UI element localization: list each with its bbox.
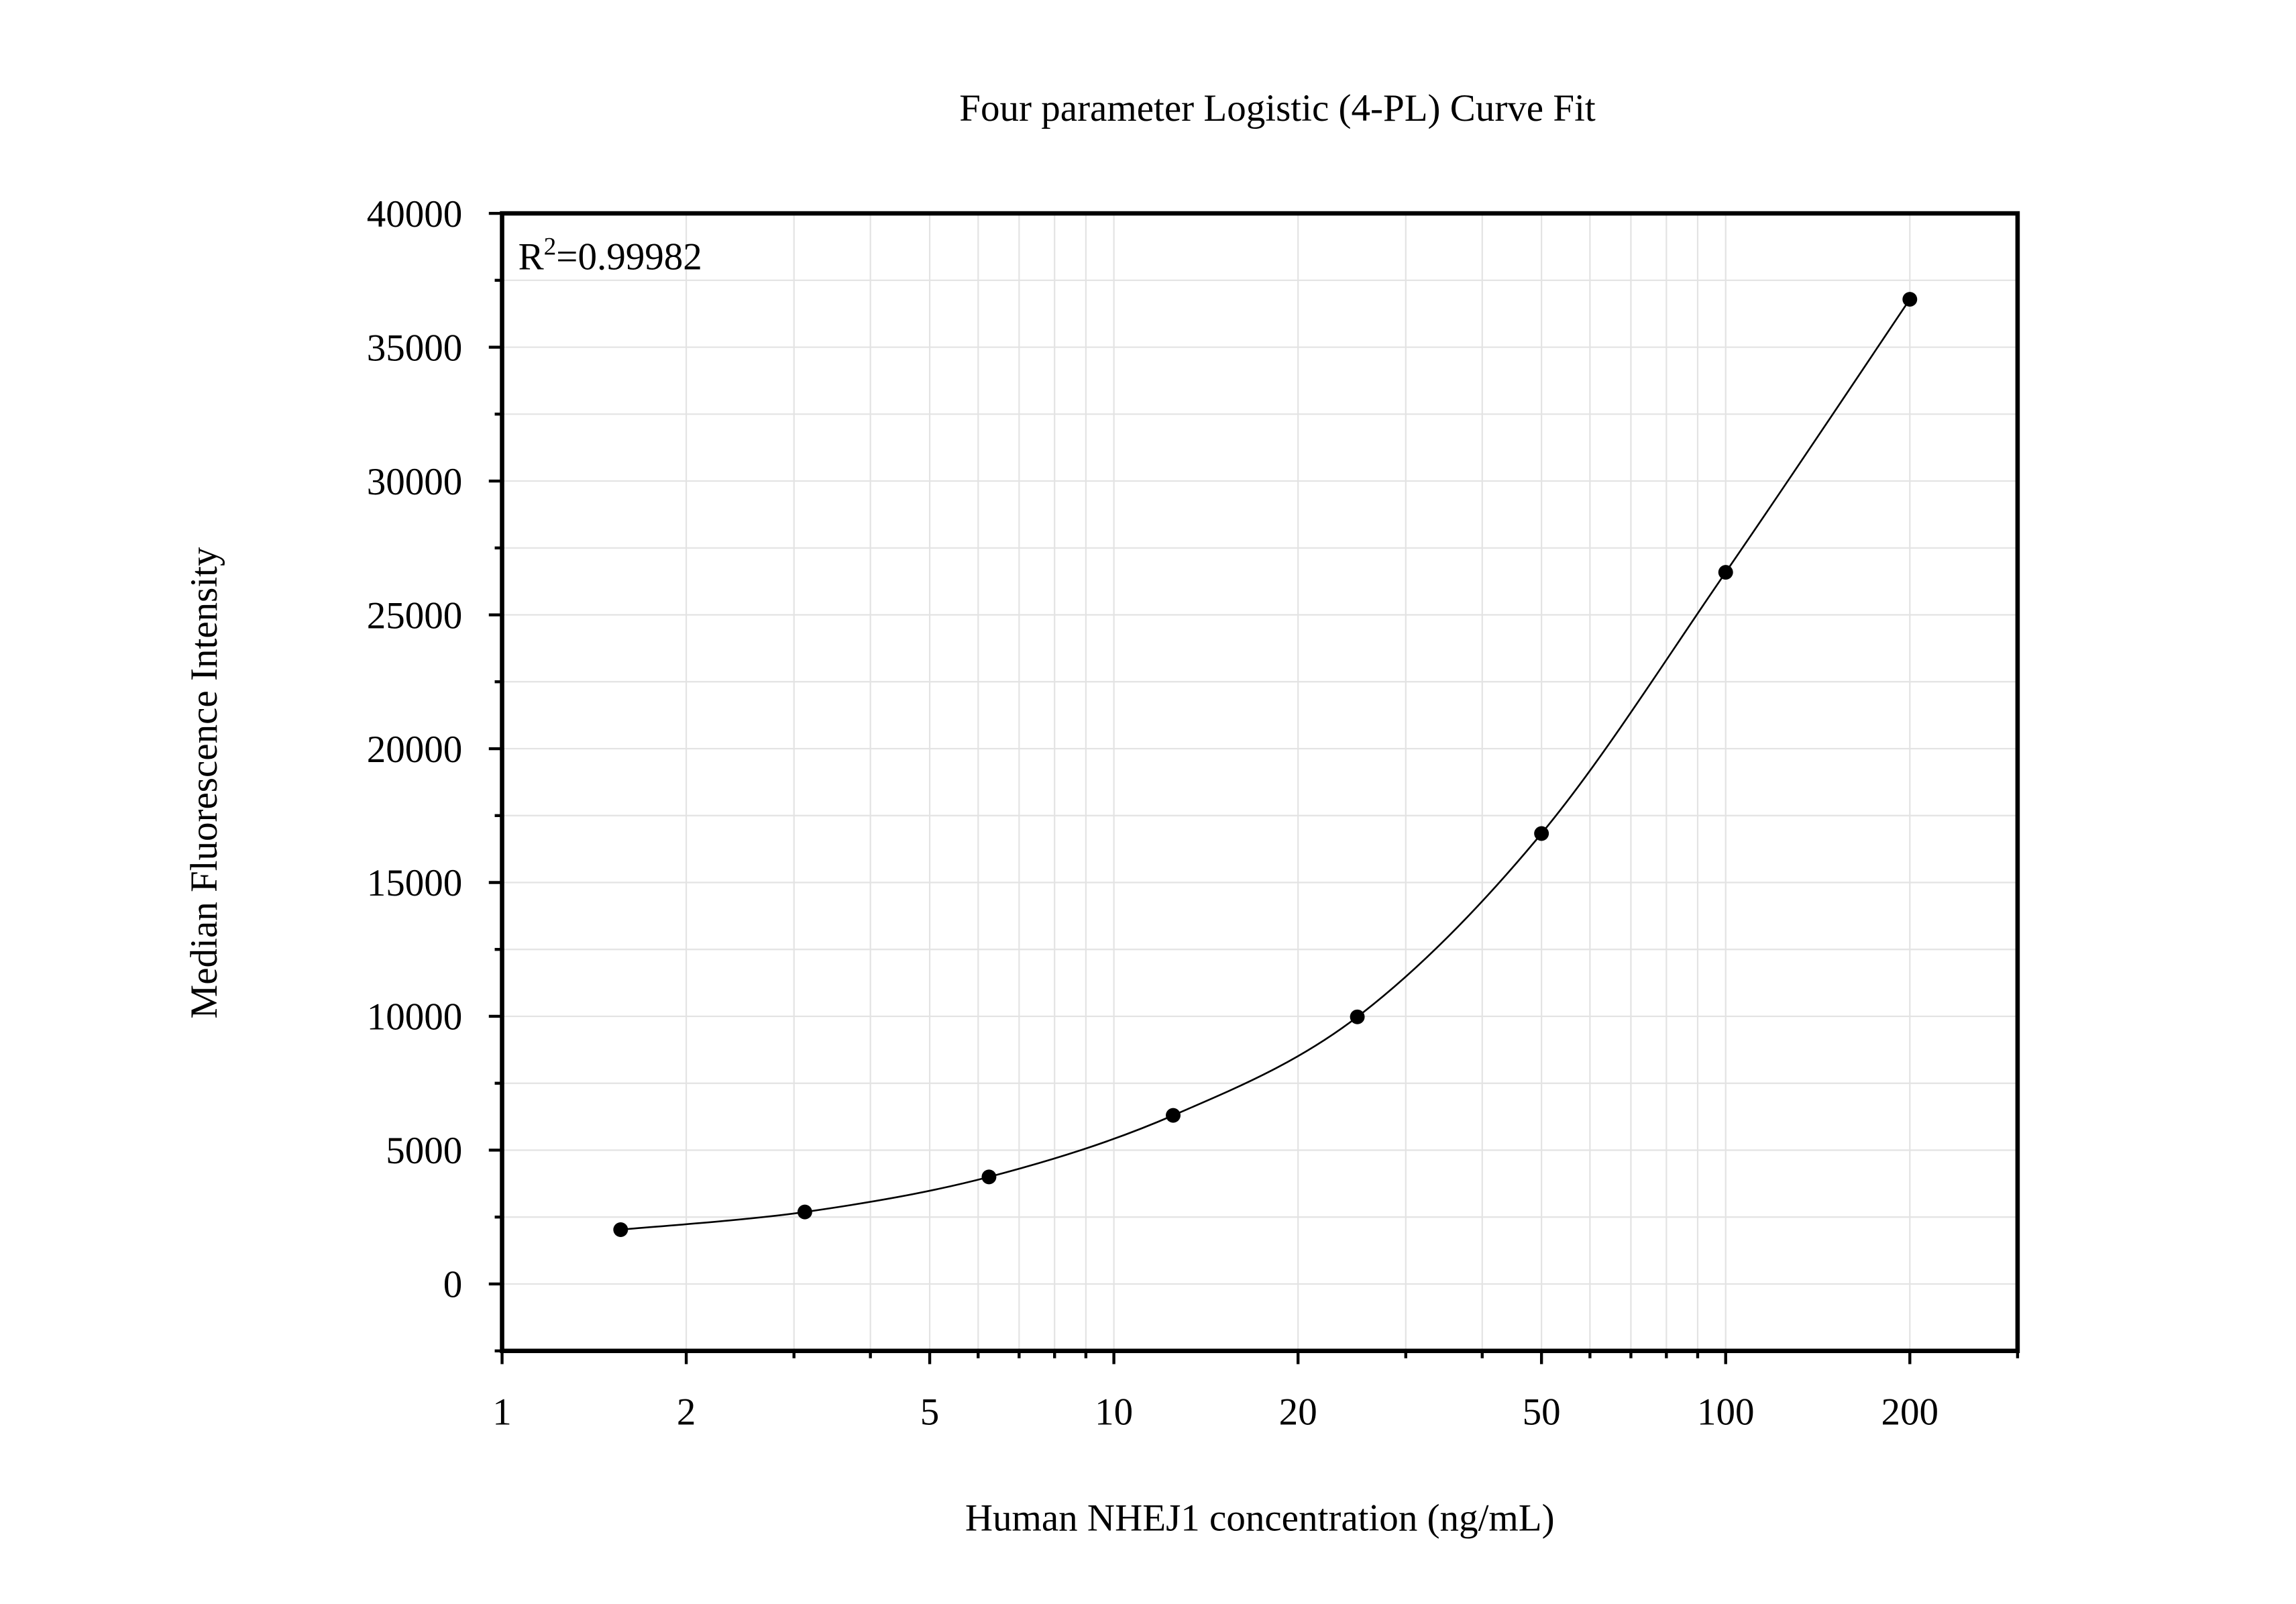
r-squared-annotation: R2=0.99982 bbox=[518, 233, 702, 278]
x-tick-label: 100 bbox=[1697, 1391, 1755, 1433]
x-tick-label: 50 bbox=[1523, 1391, 1561, 1433]
data-point bbox=[1718, 565, 1733, 580]
x-tick-label: 10 bbox=[1095, 1391, 1133, 1433]
data-point bbox=[1534, 826, 1549, 841]
r-squared-value: =0.99982 bbox=[556, 235, 702, 278]
data-point bbox=[797, 1204, 812, 1220]
plot-frame bbox=[500, 211, 2020, 1353]
data-point bbox=[1166, 1108, 1181, 1123]
data-point bbox=[1902, 292, 1918, 307]
fit-curve bbox=[620, 299, 1911, 1231]
y-tick-label: 10000 bbox=[367, 996, 463, 1038]
x-axis-label: Human NHEJ1 concentration (ng/mL) bbox=[965, 1497, 1555, 1539]
x-tick-label: 2 bbox=[677, 1391, 696, 1433]
data-point bbox=[1350, 1009, 1365, 1024]
data-point bbox=[613, 1222, 628, 1237]
y-tick-label: 25000 bbox=[367, 594, 463, 637]
y-tick-label: 40000 bbox=[367, 193, 463, 235]
fit-curve-layer bbox=[620, 299, 1911, 1231]
y-tick-label: 20000 bbox=[367, 729, 463, 771]
y-axis-label: Median Fluorescence Intensity bbox=[183, 547, 225, 1018]
y-tick-label: 5000 bbox=[386, 1130, 462, 1172]
r-squared-prefix: R bbox=[518, 235, 544, 278]
y-tick-label: 35000 bbox=[367, 327, 463, 369]
r-squared-superscript: 2 bbox=[544, 233, 557, 260]
axis-ticks: 1 2 5 10 20 50 100 200 0 5000 10000 15000 20000 25000… bbox=[367, 193, 2020, 1433]
data-points bbox=[613, 292, 1918, 1237]
x-tick-label: 200 bbox=[1881, 1391, 1939, 1433]
y-tick-label: 30000 bbox=[367, 461, 463, 503]
chart-title: Four parameter Logistic (4-PL) Curve Fit bbox=[959, 87, 1596, 129]
data-point bbox=[981, 1169, 997, 1185]
x-tick-label: 1 bbox=[492, 1391, 512, 1433]
grid bbox=[502, 213, 2019, 1351]
x-tick-label: 20 bbox=[1279, 1391, 1317, 1433]
y-tick-label: 15000 bbox=[367, 862, 463, 904]
y-tick-label: 0 bbox=[443, 1264, 463, 1306]
x-tick-label: 5 bbox=[920, 1391, 940, 1433]
